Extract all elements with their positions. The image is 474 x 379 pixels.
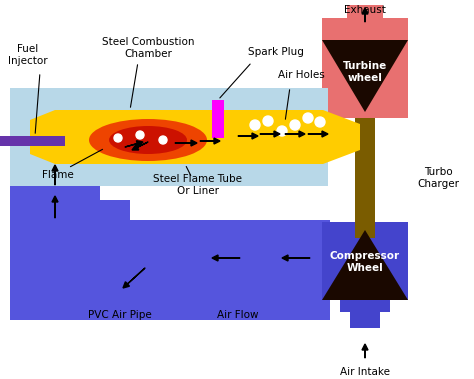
- Text: Air Flow: Air Flow: [217, 310, 259, 320]
- Circle shape: [277, 126, 287, 136]
- Bar: [220, 88, 328, 186]
- FancyArrow shape: [282, 255, 310, 261]
- FancyArrow shape: [362, 344, 368, 358]
- Text: Turbo
Charger: Turbo Charger: [417, 167, 459, 189]
- Circle shape: [263, 116, 273, 126]
- Bar: [340, 300, 390, 312]
- Circle shape: [315, 117, 325, 127]
- FancyArrow shape: [52, 165, 58, 185]
- FancyArrow shape: [200, 138, 220, 144]
- Bar: [322, 222, 408, 300]
- Circle shape: [303, 113, 313, 123]
- FancyArrow shape: [132, 142, 148, 150]
- Polygon shape: [322, 40, 408, 112]
- Text: Air Holes: Air Holes: [278, 70, 325, 80]
- FancyArrow shape: [212, 255, 240, 261]
- FancyArrow shape: [285, 131, 305, 137]
- Text: Steel Flame Tube
Or Liner: Steel Flame Tube Or Liner: [154, 174, 243, 196]
- Circle shape: [136, 131, 144, 139]
- FancyArrow shape: [123, 268, 145, 288]
- Text: Exhaust: Exhaust: [344, 5, 386, 15]
- Text: Fuel
Injector: Fuel Injector: [8, 44, 48, 66]
- FancyArrow shape: [260, 131, 280, 137]
- Bar: [347, 285, 383, 307]
- Bar: [55, 110, 323, 164]
- FancyArrow shape: [125, 141, 143, 147]
- Bar: [355, 118, 375, 238]
- Bar: [95, 200, 130, 225]
- Bar: [10, 88, 140, 186]
- Text: Compressor
Wheel: Compressor Wheel: [330, 251, 400, 273]
- Ellipse shape: [109, 126, 187, 154]
- Bar: [212, 100, 224, 138]
- Circle shape: [114, 134, 122, 142]
- FancyArrow shape: [52, 196, 58, 218]
- FancyArrow shape: [308, 131, 328, 137]
- Bar: [140, 88, 220, 152]
- Bar: [347, 5, 383, 23]
- Polygon shape: [30, 110, 55, 164]
- Text: Spark Plug: Spark Plug: [248, 47, 304, 57]
- Circle shape: [159, 136, 167, 144]
- Bar: [0, 136, 65, 146]
- Bar: [10, 155, 100, 225]
- Text: PVC Air Pipe: PVC Air Pipe: [88, 310, 152, 320]
- Text: Flame: Flame: [42, 170, 74, 180]
- Ellipse shape: [89, 119, 207, 161]
- Polygon shape: [323, 110, 360, 164]
- Bar: [10, 220, 330, 320]
- FancyArrow shape: [175, 140, 197, 146]
- Bar: [322, 18, 408, 118]
- Text: Steel Combustion
Chamber: Steel Combustion Chamber: [102, 37, 194, 59]
- Circle shape: [250, 120, 260, 130]
- Text: Turbine
wheel: Turbine wheel: [343, 61, 387, 83]
- Text: Air Intake: Air Intake: [340, 367, 390, 377]
- Polygon shape: [322, 230, 408, 300]
- FancyArrow shape: [362, 8, 368, 22]
- Bar: [10, 88, 328, 186]
- FancyArrow shape: [238, 133, 258, 139]
- Bar: [350, 308, 380, 328]
- Circle shape: [290, 120, 300, 130]
